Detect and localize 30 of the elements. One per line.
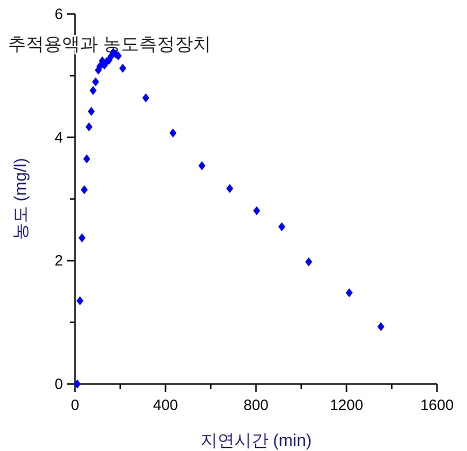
x-tick-label: 1600 [420, 397, 454, 414]
point [88, 106, 95, 116]
x-tick-label: 400 [152, 397, 178, 414]
point [253, 206, 260, 216]
y-tick-label: 0 [54, 376, 63, 393]
point [198, 161, 206, 170]
point [377, 322, 384, 332]
point [90, 86, 97, 95]
y-tick-label: 6 [54, 6, 63, 23]
point [80, 185, 88, 194]
y-axis-title: 농도 (mg/l) [11, 158, 30, 240]
x-tick-label: 1200 [330, 397, 364, 414]
point [278, 222, 286, 232]
point [142, 93, 150, 102]
point [169, 128, 176, 138]
point [119, 64, 126, 73]
y-tick-label: 2 [54, 252, 63, 270]
point [226, 184, 234, 194]
x-tick-label: 800 [243, 397, 269, 414]
point [305, 257, 312, 266]
point [92, 77, 100, 86]
point [346, 288, 353, 298]
point [78, 233, 86, 242]
point [86, 122, 93, 132]
point [74, 380, 81, 388]
y-tick-label: 4 [54, 129, 63, 146]
point [83, 154, 90, 164]
x-axis-title: 지연시간 (min) [200, 431, 312, 450]
x-tick-label: 0 [70, 397, 80, 414]
point [76, 296, 84, 306]
